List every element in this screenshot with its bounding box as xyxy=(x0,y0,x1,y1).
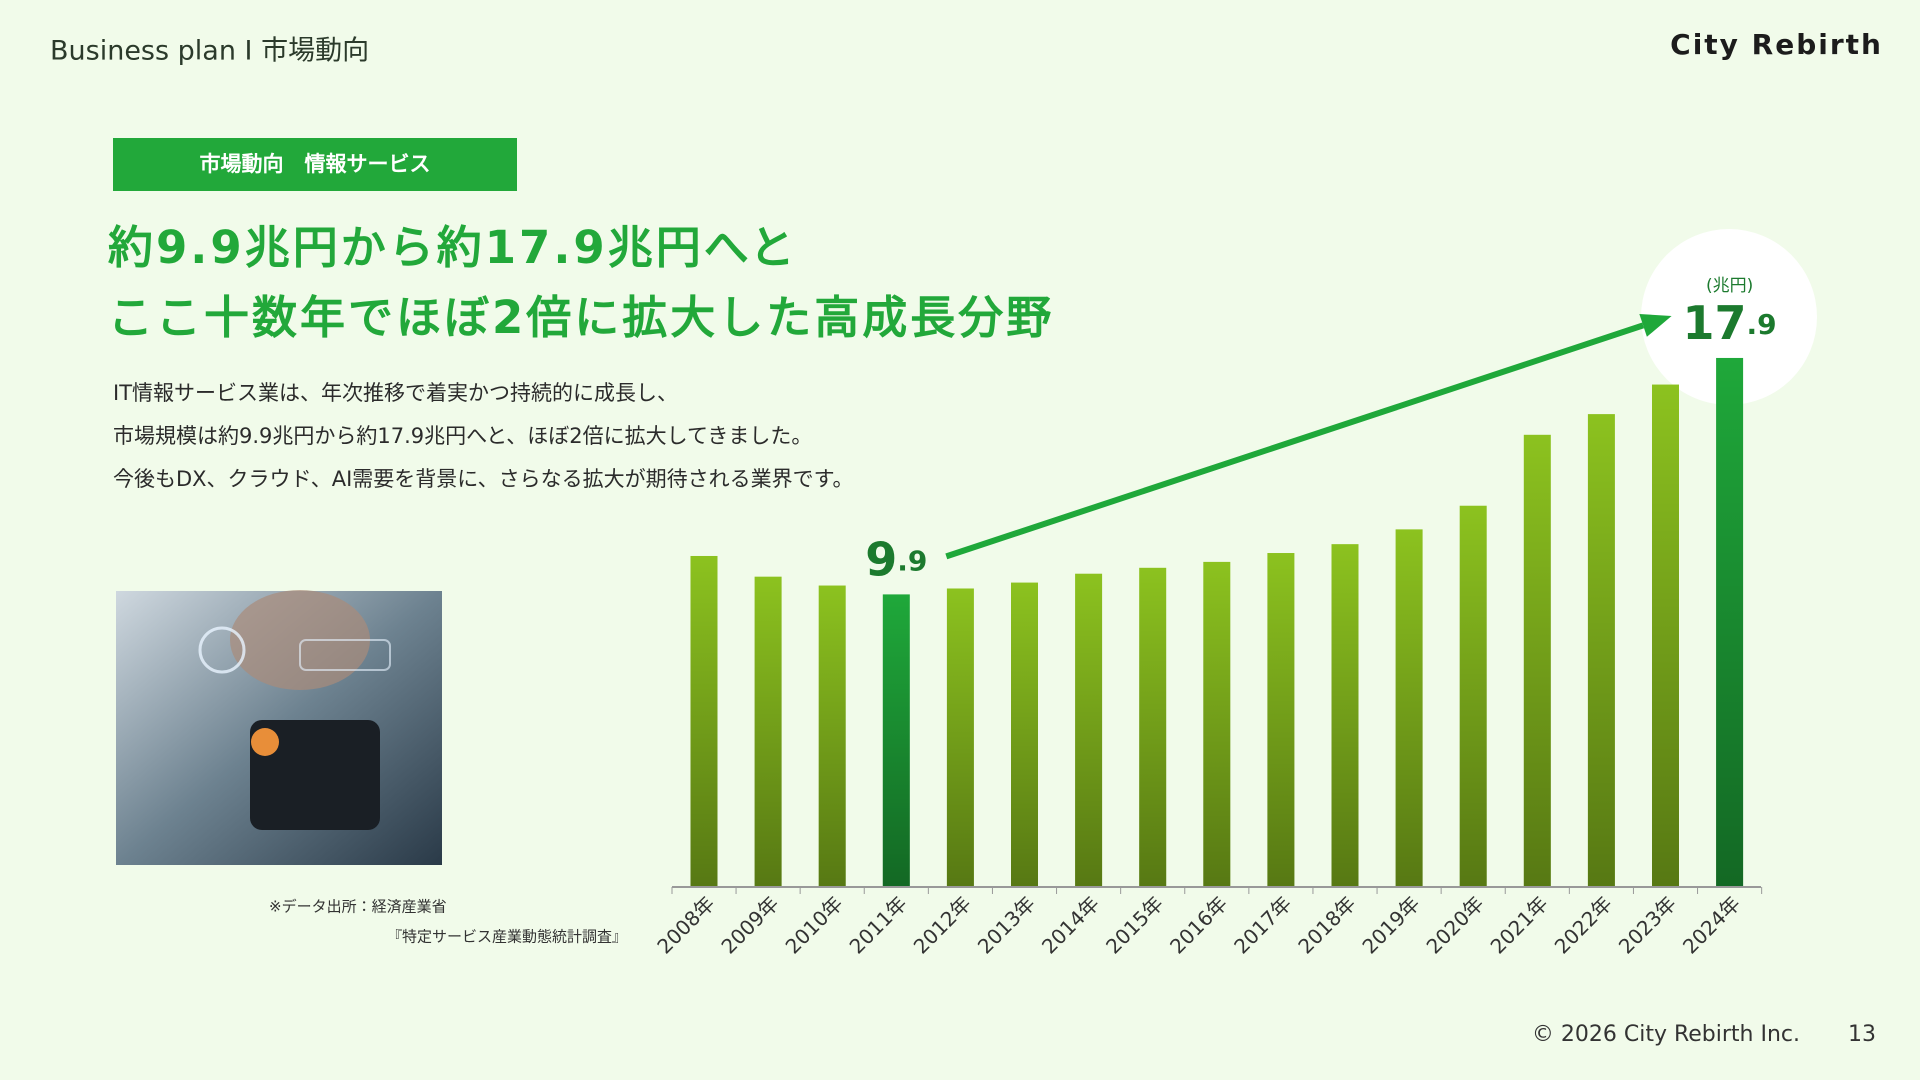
x-tick-label: 2012年 xyxy=(909,891,976,958)
section-title: Business plan I 市場動向 xyxy=(50,36,369,67)
bar-shade xyxy=(1139,567,1167,887)
bar-shade xyxy=(754,576,782,887)
value-label: 9.9 xyxy=(865,532,927,586)
x-tick-label: 2023年 xyxy=(1614,891,1681,958)
headline: 約9.9兆円から約17.9兆円へと xyxy=(108,221,798,274)
x-tick-label: 2024年 xyxy=(1678,891,1745,958)
x-tick-label: 2020年 xyxy=(1422,891,1489,958)
x-tick-label: 2008年 xyxy=(652,891,719,958)
x-tick-label: 2016年 xyxy=(1165,891,1232,958)
trend-arrow xyxy=(945,322,1645,560)
bar-shade xyxy=(1395,529,1423,887)
bar-shade xyxy=(1267,553,1295,887)
brand: City Rebirth xyxy=(1670,28,1883,61)
bar-shade xyxy=(1011,582,1038,887)
bar-shade xyxy=(946,588,974,887)
x-tick-label: 2022年 xyxy=(1550,891,1617,958)
bar-shade xyxy=(1716,357,1744,887)
body-text: 市場規模は約9.9兆円から約17.9兆円へと、ほぼ2倍に拡大してきました。 xyxy=(113,424,812,448)
x-tick-label: 2017年 xyxy=(1229,891,1296,958)
bar-shade xyxy=(1331,544,1359,887)
headline: ここ十数年でほぼ2倍に拡大した高成長分野 xyxy=(108,291,1054,344)
page-number: 13 xyxy=(1848,1022,1876,1047)
bar-shade xyxy=(1459,505,1487,887)
bar-shade xyxy=(1203,561,1231,887)
bar-shade xyxy=(1523,434,1551,887)
x-tick-label: 2011年 xyxy=(845,891,912,958)
bar-shade xyxy=(1587,414,1615,887)
x-tick-label: 2019年 xyxy=(1357,891,1424,958)
x-tick-label: 2009年 xyxy=(716,891,783,958)
bar-shade xyxy=(818,585,846,887)
bar-shade xyxy=(1652,384,1679,887)
trend-arrow-head xyxy=(1639,314,1672,337)
source: ※データ出所：経済産業省 xyxy=(269,898,447,916)
x-tick-label: 2013年 xyxy=(973,891,1040,958)
bar-shade xyxy=(882,594,910,887)
bar-shade xyxy=(1075,573,1103,887)
x-tick-label: 2010年 xyxy=(781,891,848,958)
bar-shade xyxy=(690,555,718,887)
body-text: 今後もDX、クラウド、AI需要を背景に、さらなる拡大が期待される業界です。 xyxy=(113,467,854,491)
highlight-circle xyxy=(1641,229,1817,405)
tag: 市場動向 情報サービス xyxy=(200,152,431,176)
x-tick-label: 2018年 xyxy=(1293,891,1360,958)
source: 『特定サービス産業動態統計調査』 xyxy=(387,928,627,946)
value-label: 17.9 xyxy=(1683,295,1777,349)
photo xyxy=(116,590,442,865)
x-tick-label: 2014年 xyxy=(1037,891,1104,958)
x-tick-label: 2015年 xyxy=(1101,891,1168,958)
x-tick-label: 2021年 xyxy=(1486,891,1553,958)
tag-box xyxy=(113,138,517,191)
unit-label: (兆円) xyxy=(1706,276,1753,296)
body-text: IT情報サービス業は、年次推移で着実かつ持続的に成長し、 xyxy=(113,381,678,405)
copyright: © 2026 City Rebirth Inc. xyxy=(1532,1022,1800,1047)
